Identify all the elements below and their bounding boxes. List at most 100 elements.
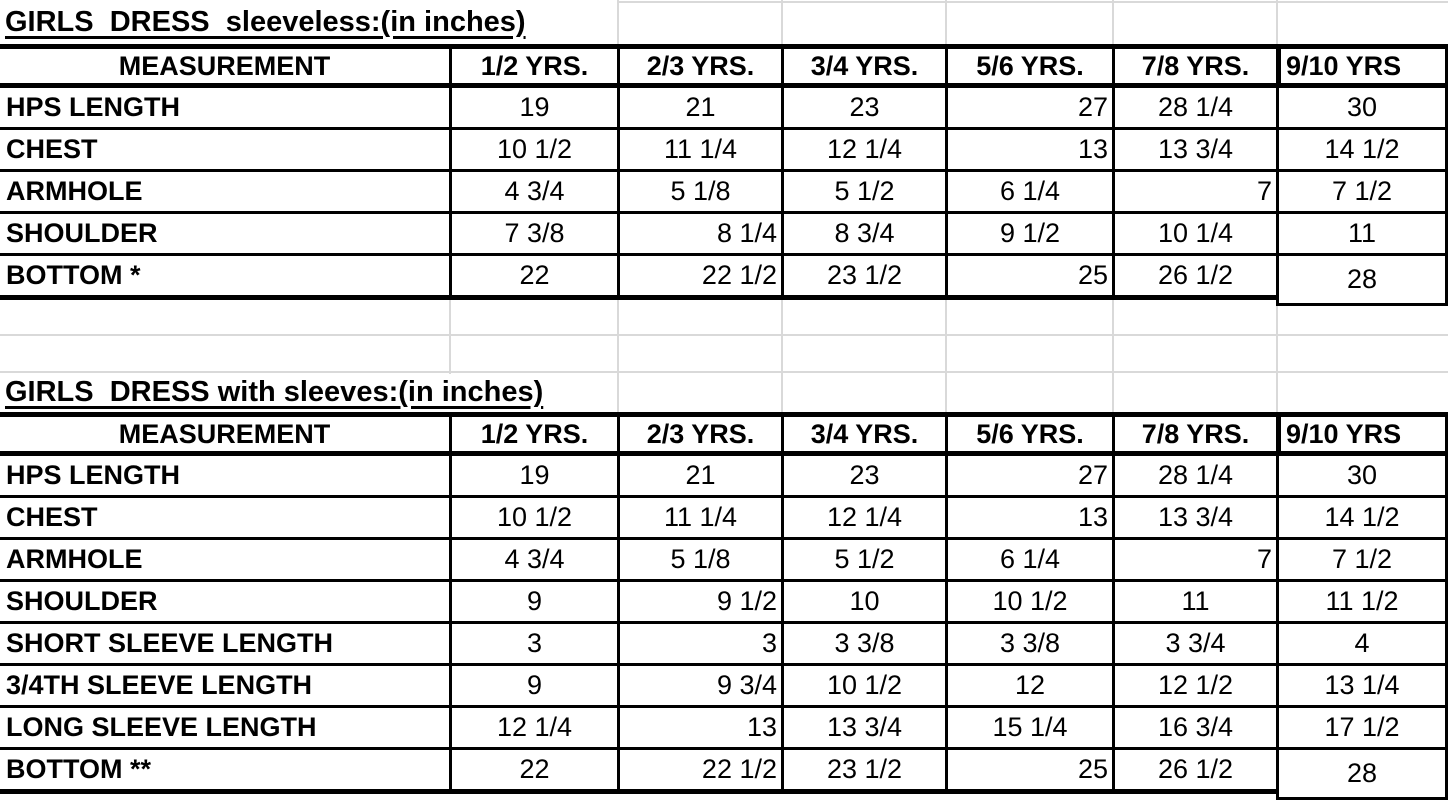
value-cell: 12 1/2 <box>1112 666 1276 705</box>
value-cell: 14 1/2 <box>1276 130 1448 169</box>
value-cell: 11 1/4 <box>617 498 781 537</box>
value-cell: 22 1/2 <box>617 750 781 789</box>
column-header-cell: 9/10 YRS <box>1276 49 1448 83</box>
value-cell: 23 <box>781 88 945 127</box>
measurement-label-cell: LONG SLEEVE LENGTH <box>6 712 317 742</box>
column-header-cell: 3/4 YRS. <box>781 417 945 451</box>
table-row: CHEST 10 1/2 11 1/4 12 1/4 13 13 3/4 14 … <box>0 130 1448 169</box>
value-cell: 19 <box>449 456 617 495</box>
value-cell: 5 1/2 <box>781 540 945 579</box>
value-cell: 10 1/2 <box>781 666 945 705</box>
gridline <box>945 0 947 44</box>
measurement-label-cell: ARMHOLE <box>6 176 143 206</box>
value-cell: 5 1/8 <box>617 540 781 579</box>
value-cell: 8 3/4 <box>781 214 945 253</box>
gridline <box>781 300 783 412</box>
table2-title: GIRLS DRESS with sleeves:(in inches) <box>5 376 544 408</box>
value-cell: 30 <box>1276 88 1448 127</box>
table-border <box>0 579 1448 582</box>
value-cell: 17 1/2 <box>1276 708 1448 747</box>
value-cell: 10 <box>781 582 945 621</box>
value-cell: 21 <box>617 456 781 495</box>
value-cell: 25 <box>945 256 1112 295</box>
gridline <box>1112 0 1114 44</box>
value-cell: 5 1/8 <box>617 172 781 211</box>
value-cell: 11 1/2 <box>1276 582 1448 621</box>
table-border <box>0 621 1448 624</box>
value-cell: 11 <box>1112 582 1276 621</box>
value-cell: 13 <box>945 498 1112 537</box>
value-cell: 9 1/2 <box>945 214 1112 253</box>
column-header-cell: 9/10 YRS <box>1276 417 1448 451</box>
value-cell: 10 1/2 <box>449 130 617 169</box>
value-cell: 13 <box>617 708 781 747</box>
value-cell: 7 1/2 <box>1276 540 1448 579</box>
table-border <box>0 211 1448 214</box>
gridline <box>0 371 1448 373</box>
value-cell: 3 <box>449 624 617 663</box>
column-header-cell: 2/3 YRS. <box>617 49 781 83</box>
table-border <box>0 169 1448 172</box>
value-cell: 6 1/4 <box>945 172 1112 211</box>
measurement-label-cell: 3/4TH SLEEVE LENGTH <box>6 670 313 700</box>
table-row: HPS LENGTH 19 21 23 27 28 1/4 30 <box>0 88 1448 127</box>
gridline <box>1112 300 1114 412</box>
value-cell: 22 <box>449 750 617 789</box>
value-cell: 28 1/4 <box>1112 88 1276 127</box>
value-cell: 3 3/8 <box>781 624 945 663</box>
value-cell: 26 1/2 <box>1112 750 1276 789</box>
value-cell: 13 3/4 <box>781 708 945 747</box>
gridline <box>0 334 1448 336</box>
value-cell: 12 1/4 <box>781 130 945 169</box>
table-row: HPS LENGTH 19 21 23 27 28 1/4 30 <box>0 456 1448 495</box>
value-cell: 9 3/4 <box>617 666 781 705</box>
gridline <box>617 1 1448 3</box>
extended-value-cell: 28 <box>1276 253 1448 306</box>
value-cell: 14 1/2 <box>1276 498 1448 537</box>
value-cell: 12 <box>945 666 1112 705</box>
column-header-cell: 2/3 YRS. <box>617 417 781 451</box>
value-cell: 4 <box>1276 624 1448 663</box>
value-cell: 4 3/4 <box>449 540 617 579</box>
size-table-sleeveless: MEASUREMENT 1/2 YRS. 2/3 YRS. 3/4 YRS. 5… <box>0 44 1448 300</box>
table-border <box>0 83 1448 88</box>
value-cell: 13 1/4 <box>1276 666 1448 705</box>
table-row: BOTTOM * 22 22 1/2 23 1/2 25 26 1/2 <box>0 256 1448 295</box>
header-row: MEASUREMENT 1/2 YRS. 2/3 YRS. 3/4 YRS. 5… <box>0 417 1448 451</box>
measurement-label-cell: BOTTOM ** <box>6 754 152 784</box>
value-cell: 15 1/4 <box>945 708 1112 747</box>
table-border <box>0 412 1448 417</box>
table-border <box>0 127 1448 130</box>
table-row: SHORT SLEEVE LENGTH 3 3 3 3/8 3 3/8 3 3/… <box>0 624 1448 663</box>
value-cell: 3 3/4 <box>1112 624 1276 663</box>
value-cell: 23 1/2 <box>781 256 945 295</box>
value-cell: 7 3/8 <box>449 214 617 253</box>
column-header-cell: 3/4 YRS. <box>781 49 945 83</box>
table-border <box>0 495 1448 498</box>
column-header-cell: 1/2 YRS. <box>449 49 617 83</box>
table-row: BOTTOM ** 22 22 1/2 23 1/2 25 26 1/2 <box>0 750 1448 789</box>
table-row: ARMHOLE 4 3/4 5 1/8 5 1/2 6 1/4 7 7 1/2 <box>0 540 1448 579</box>
gridline <box>1276 300 1278 412</box>
gridline <box>449 300 451 374</box>
column-header-cell: 5/6 YRS. <box>945 417 1112 451</box>
size-table-with-sleeves: MEASUREMENT 1/2 YRS. 2/3 YRS. 3/4 YRS. 5… <box>0 412 1448 794</box>
table-row: SHOULDER 7 3/8 8 1/4 8 3/4 9 1/2 10 1/4 … <box>0 214 1448 253</box>
value-cell: 16 3/4 <box>1112 708 1276 747</box>
value-cell: 19 <box>449 88 617 127</box>
column-header-cell: MEASUREMENT <box>118 50 331 81</box>
value-cell: 13 <box>945 130 1112 169</box>
table-row: 3/4TH SLEEVE LENGTH 9 9 3/4 10 1/2 12 12… <box>0 666 1448 705</box>
value-cell: 23 <box>781 456 945 495</box>
column-header-cell: 5/6 YRS. <box>945 49 1112 83</box>
value-cell: 9 1/2 <box>617 582 781 621</box>
table-border <box>0 663 1448 666</box>
measurement-label-cell: HPS LENGTH <box>6 460 181 490</box>
measurement-label-cell: SHOULDER <box>6 586 158 616</box>
extended-value-cell: 28 <box>1276 747 1448 800</box>
table-border <box>0 44 1448 49</box>
value-cell: 22 1/2 <box>617 256 781 295</box>
value-cell: 27 <box>945 456 1112 495</box>
value-cell: 3 3/8 <box>945 624 1112 663</box>
